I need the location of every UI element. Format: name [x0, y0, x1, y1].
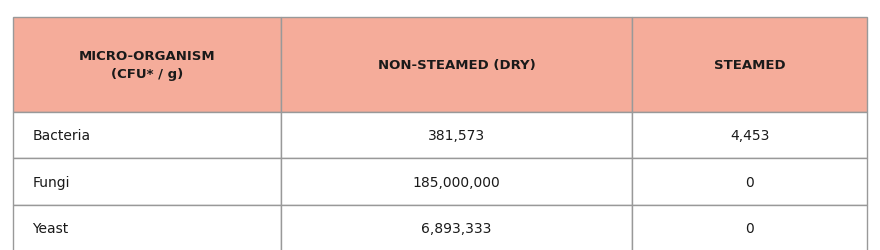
Bar [13, 112, 281, 159]
Text: 6,893,333: 6,893,333 [422, 221, 492, 235]
Bar [281, 18, 633, 112]
Text: STEAMED: STEAMED [714, 58, 785, 71]
Text: MICRO-ORGANISM
(CFU* / g): MICRO-ORGANISM (CFU* / g) [78, 50, 216, 80]
Bar [281, 159, 633, 205]
Bar [281, 205, 633, 250]
Text: 185,000,000: 185,000,000 [413, 175, 501, 189]
Text: 4,453: 4,453 [730, 129, 769, 142]
Text: 0: 0 [745, 221, 754, 235]
Bar [633, 205, 867, 250]
Bar [13, 159, 281, 205]
Bar [13, 205, 281, 250]
Bar [633, 159, 867, 205]
Bar [281, 112, 633, 159]
Bar [633, 112, 867, 159]
Bar [633, 18, 867, 112]
Text: Fungi: Fungi [33, 175, 70, 189]
Bar [13, 18, 281, 112]
Text: NON-STEAMED (DRY): NON-STEAMED (DRY) [378, 58, 535, 71]
Text: 0: 0 [745, 175, 754, 189]
Text: Bacteria: Bacteria [33, 129, 91, 142]
Text: 381,573: 381,573 [428, 129, 485, 142]
Text: Yeast: Yeast [33, 221, 69, 235]
